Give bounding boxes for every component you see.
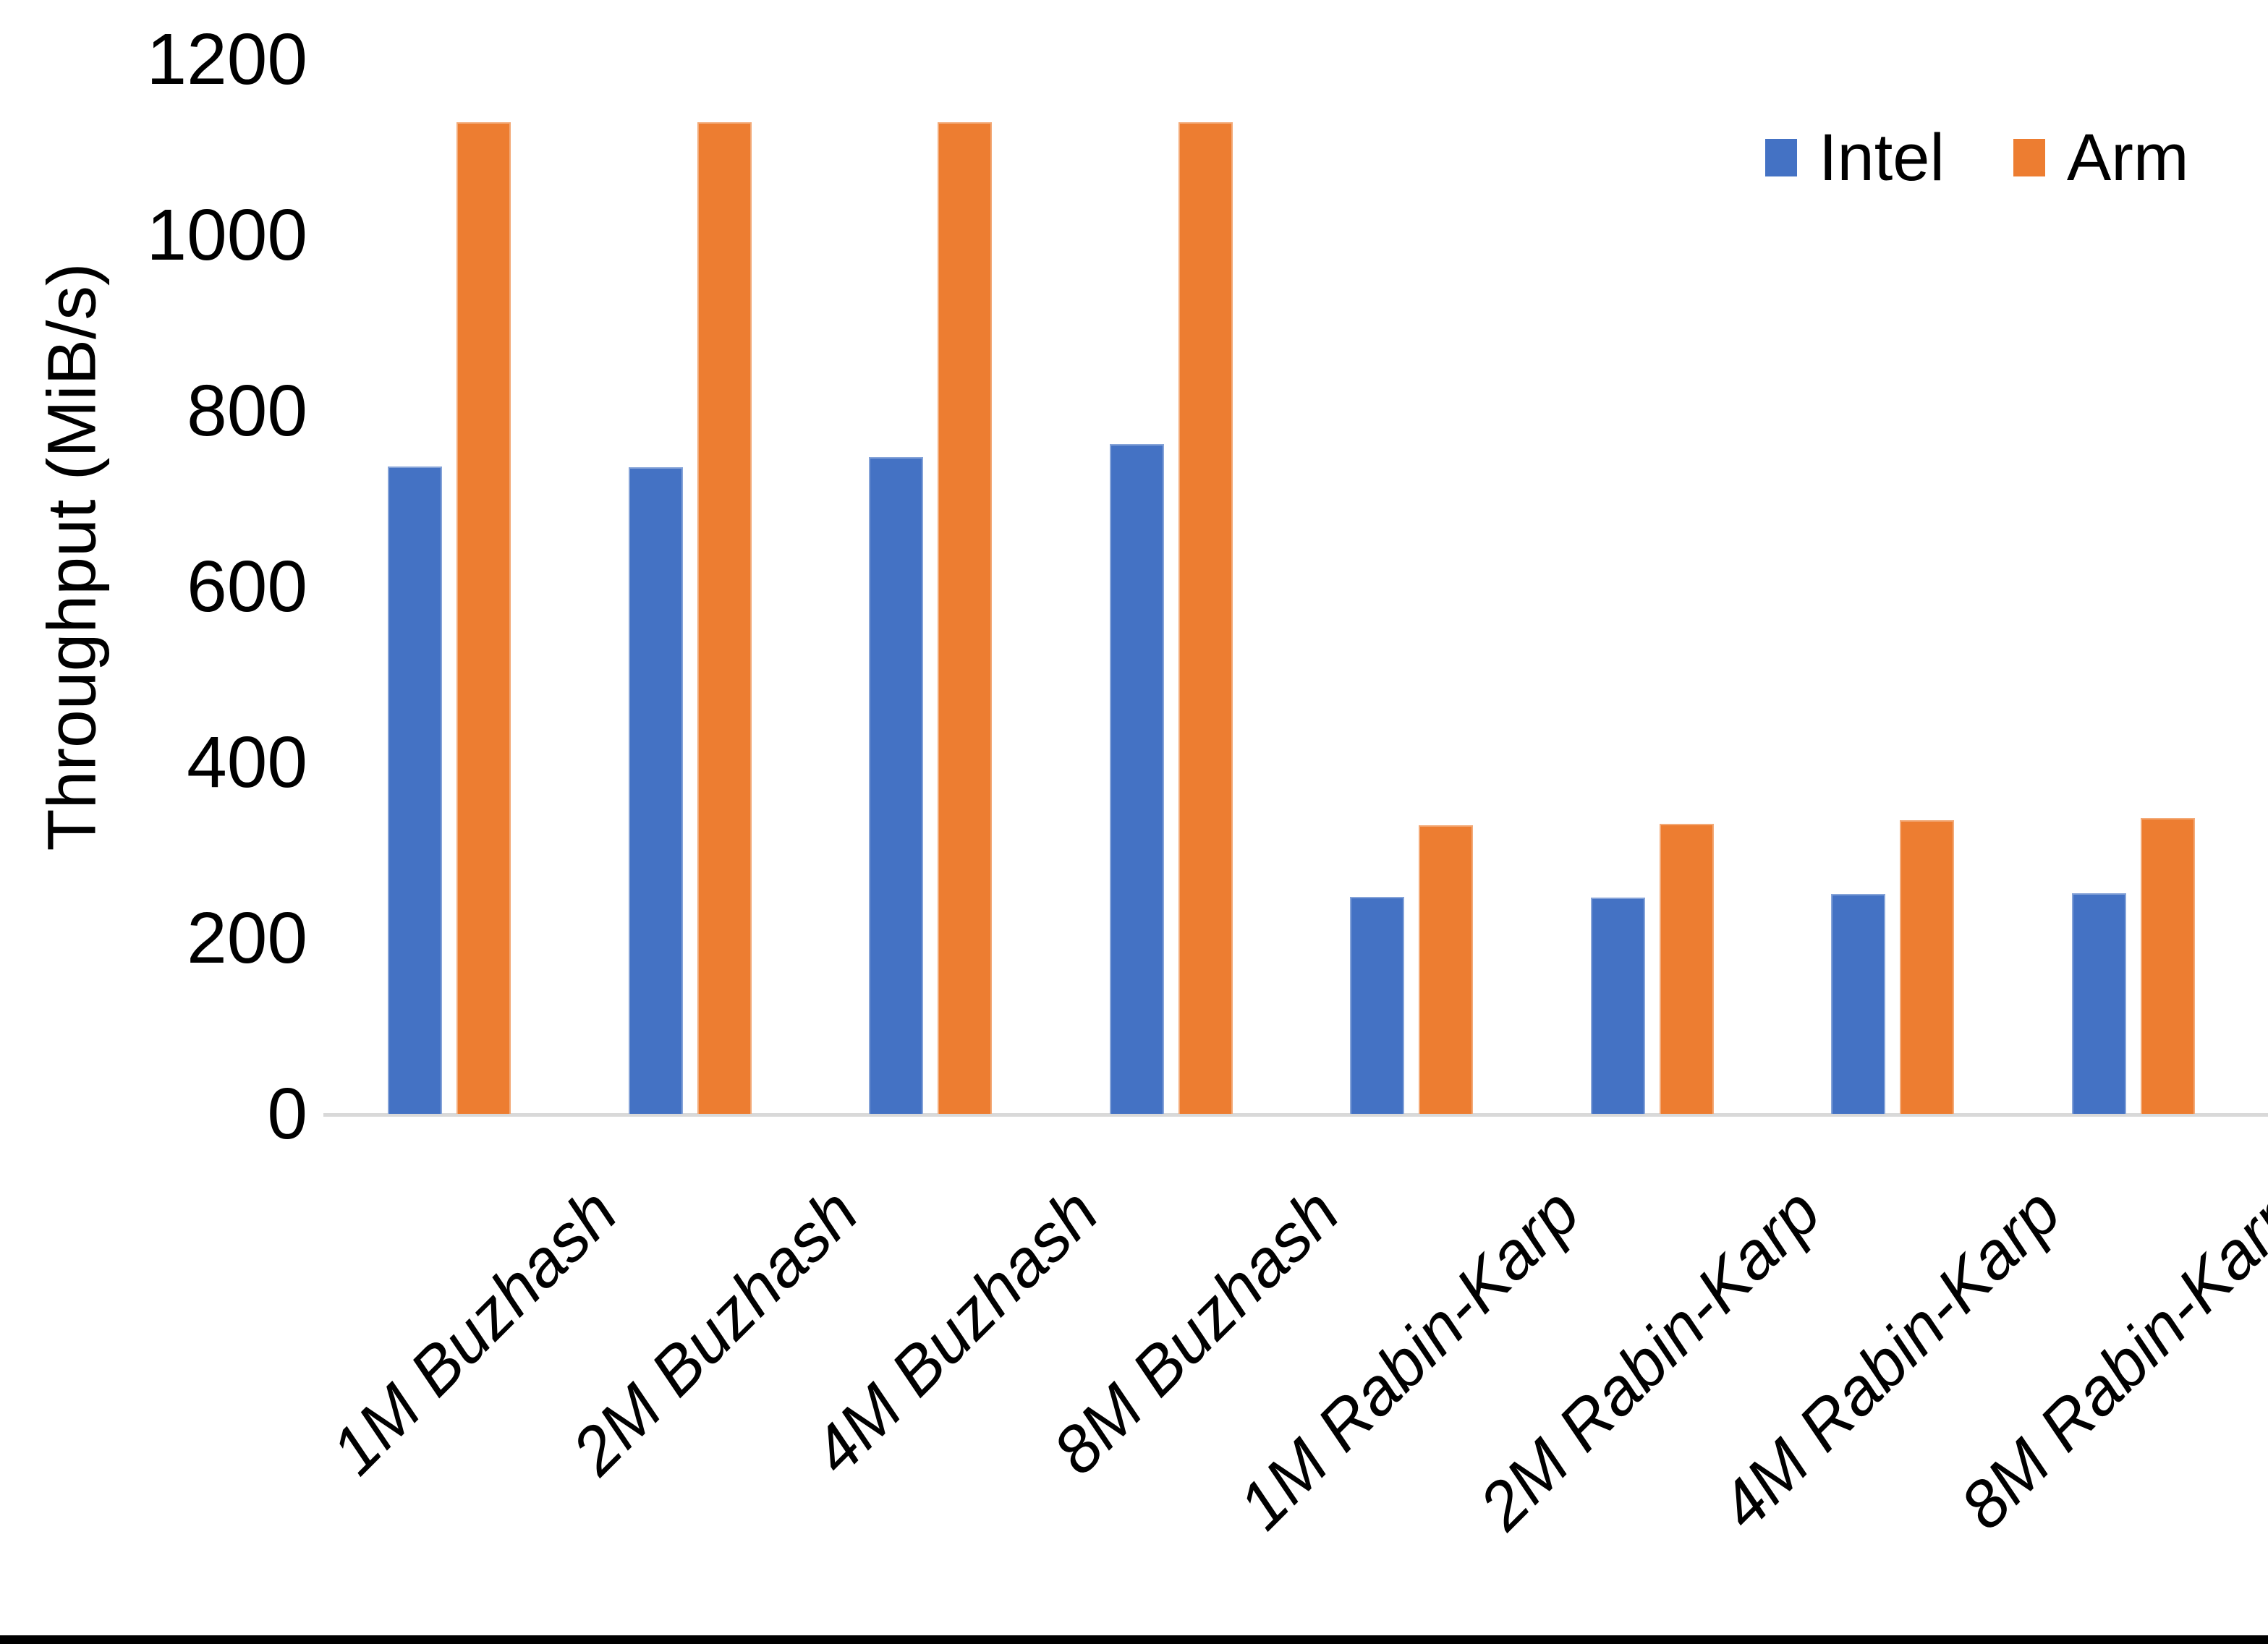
bar-arm: [1900, 820, 1955, 1114]
bar-arm: [2140, 817, 2195, 1114]
x-axis-line: [323, 1113, 2268, 1117]
bar-group: [570, 59, 811, 1114]
y-tick-label: 0: [267, 1073, 307, 1154]
plot-area: [323, 59, 2268, 1117]
bar-arm: [1659, 824, 1714, 1114]
bar-intel: [1109, 444, 1164, 1114]
legend: Intel Arm: [1765, 124, 2189, 191]
bar-arm: [1419, 825, 1474, 1114]
bar-arm: [456, 122, 511, 1114]
bar-groups: [329, 59, 2254, 1114]
bar-arm: [697, 122, 752, 1114]
bar-group: [810, 59, 1051, 1114]
y-tick-label: 1000: [146, 195, 307, 276]
y-tick-label: 800: [187, 370, 307, 451]
bar-intel: [1831, 894, 1886, 1114]
bar-group: [1772, 59, 2013, 1114]
bar-intel: [388, 466, 443, 1114]
bottom-border: [0, 1635, 2268, 1644]
legend-label: Arm: [2066, 121, 2189, 195]
x-tick-label: 1M Buzhash: [317, 1175, 632, 1489]
legend-item-arm: Arm: [2013, 124, 2189, 191]
bar-group: [1291, 59, 1532, 1114]
bar-group: [2013, 59, 2254, 1114]
bar-intel: [1590, 898, 1645, 1114]
bar-intel: [2071, 893, 2126, 1114]
y-tick-label: 1200: [146, 19, 307, 100]
y-tick-label: 600: [187, 546, 307, 627]
legend-item-intel: Intel: [1765, 124, 1945, 191]
bar-group: [1051, 59, 1292, 1114]
bar-intel: [869, 457, 924, 1114]
bar-group: [1532, 59, 1773, 1114]
bar-arm: [938, 122, 993, 1114]
bar-arm: [1178, 122, 1233, 1114]
bar-group: [329, 59, 570, 1114]
y-tick-label: 200: [187, 898, 307, 979]
legend-swatch-icon: [1765, 139, 1797, 176]
bar-intel: [1350, 896, 1405, 1114]
legend-swatch-icon: [2013, 139, 2045, 176]
bar-intel: [628, 467, 683, 1114]
legend-label: Intel: [1819, 121, 1945, 195]
y-tick-label: 400: [187, 722, 307, 803]
